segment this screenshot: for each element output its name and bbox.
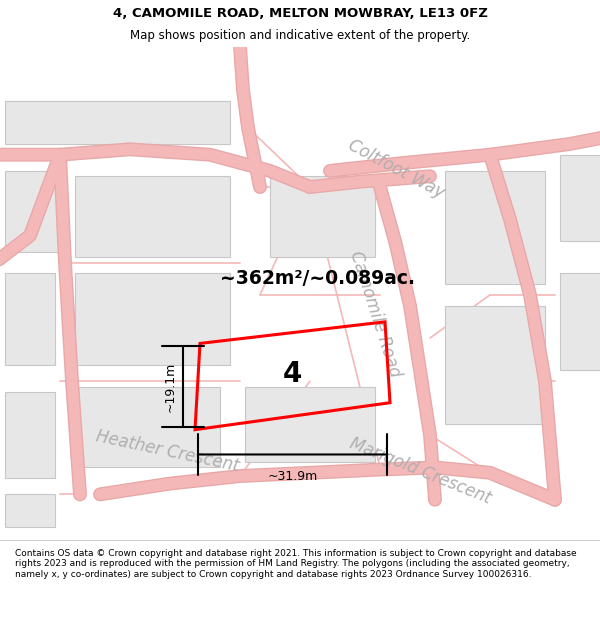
Polygon shape [75,176,230,257]
Text: ~19.1m: ~19.1m [164,361,177,412]
Polygon shape [5,273,55,365]
Text: 4, CAMOMILE ROAD, MELTON MOWBRAY, LE13 0FZ: 4, CAMOMILE ROAD, MELTON MOWBRAY, LE13 0… [113,7,487,19]
Polygon shape [445,306,545,424]
Text: Camomile Road: Camomile Road [346,249,404,379]
Polygon shape [560,273,600,371]
Text: Map shows position and indicative extent of the property.: Map shows position and indicative extent… [130,29,470,42]
Text: Marigold Crescent: Marigold Crescent [347,434,493,508]
Polygon shape [560,155,600,241]
Text: ~31.9m: ~31.9m [268,469,317,482]
Polygon shape [445,171,545,284]
Text: Heather Crescent: Heather Crescent [95,428,241,476]
Polygon shape [5,171,60,252]
Polygon shape [5,392,55,478]
Polygon shape [245,386,375,462]
Polygon shape [75,386,220,468]
Text: 4: 4 [283,361,302,388]
Polygon shape [5,101,230,144]
Polygon shape [270,176,375,257]
Text: ~362m²/~0.089ac.: ~362m²/~0.089ac. [220,269,415,288]
Text: Contains OS data © Crown copyright and database right 2021. This information is : Contains OS data © Crown copyright and d… [15,549,577,579]
Text: Coltfoot Way: Coltfoot Way [345,137,447,202]
Polygon shape [75,273,230,365]
Polygon shape [5,494,55,527]
